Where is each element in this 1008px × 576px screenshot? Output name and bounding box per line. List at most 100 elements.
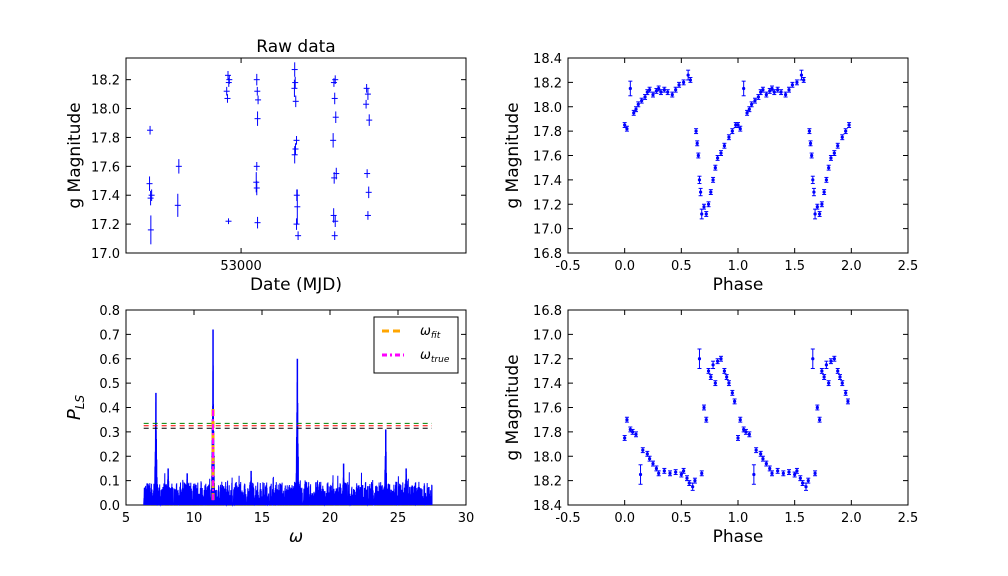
data-point: [656, 470, 661, 477]
data-point: [794, 79, 799, 86]
data-point: [706, 201, 711, 208]
y-tick-label: 0.5: [99, 377, 120, 392]
data-point: [794, 467, 799, 474]
data-point: [738, 416, 743, 423]
data-point: [843, 389, 848, 396]
x-tick-label: 20: [322, 511, 339, 526]
data-point: [787, 86, 791, 93]
y-tick-label: 17.2: [533, 198, 562, 213]
data-point: [764, 91, 769, 98]
data-point: [679, 471, 684, 478]
data-point: [697, 348, 702, 369]
data-point: [628, 426, 633, 433]
data-point: [722, 142, 727, 149]
x-tick-label: 10: [186, 511, 203, 526]
data-point: [365, 186, 372, 199]
data-point: [722, 368, 727, 374]
data-point: [292, 95, 299, 108]
data-point: [835, 142, 840, 149]
y-tick-label: 0.1: [99, 475, 120, 490]
data-point: [662, 467, 667, 474]
data-point: [772, 89, 777, 96]
data-point: [843, 128, 848, 135]
panel-3: 0.0 0.1 0.2 0.3 0.4 0.5 0.6 0.7 0.8 5 10 15 20 25 30 ω P…: [64, 304, 474, 547]
y-tick-label: 18.0: [91, 103, 120, 118]
data-point: [225, 218, 232, 225]
y-tick-label: 18.2: [91, 74, 120, 89]
data-point: [628, 80, 633, 97]
y-tick-label: 0.6: [99, 353, 120, 368]
data-point: [708, 374, 713, 380]
data-point: [845, 398, 850, 405]
data-point: [719, 355, 723, 362]
data-point: [702, 404, 706, 411]
data-point: [292, 76, 299, 89]
data-point: [686, 69, 691, 81]
data-point: [695, 140, 700, 147]
data-point: [730, 128, 735, 135]
data-point: [630, 428, 635, 435]
x-tick-label: -0.5: [555, 259, 580, 274]
data-point: [699, 470, 704, 477]
data-point: [651, 91, 655, 98]
data-point: [253, 172, 260, 193]
chart-title: Raw data: [256, 37, 335, 57]
data-point: [775, 467, 780, 474]
y-tick-label: 17.2: [91, 218, 120, 233]
x-tick-label: 0.5: [671, 259, 692, 274]
y-tick-label: 17.6: [533, 150, 562, 165]
data-point: [226, 75, 233, 84]
data-point: [291, 62, 298, 77]
data-point: [822, 189, 827, 195]
data-point: [624, 125, 629, 132]
data-point: [760, 86, 765, 93]
data-point: [662, 86, 667, 93]
data-point: [819, 201, 824, 208]
data-point: [294, 189, 301, 225]
data-point: [293, 136, 300, 145]
data-point: [719, 150, 723, 156]
y-axis-label: g Magnitude: [503, 354, 523, 460]
x-tick-label: 1.0: [728, 511, 749, 526]
data-point: [645, 450, 650, 457]
data-point: [291, 79, 298, 97]
data-point: [332, 111, 339, 123]
x-tick-label: 0.0: [614, 259, 635, 274]
y-tick-label: 17.6: [533, 402, 562, 417]
data-point: [775, 86, 780, 93]
data-point: [253, 180, 260, 196]
data-point: [708, 189, 713, 195]
data-point: [824, 360, 829, 369]
data-point: [813, 208, 818, 220]
data-point: [331, 231, 338, 240]
x-tick-label: 2.0: [841, 259, 862, 274]
y-tick-label: 0.8: [99, 304, 120, 319]
data-point: [799, 69, 804, 81]
data-point: [331, 92, 338, 105]
data-point: [704, 211, 709, 217]
data-point: [254, 111, 261, 126]
data-point: [826, 164, 831, 171]
x-tick-label: 5: [122, 511, 130, 526]
data-point: [738, 125, 743, 132]
data-point: [702, 203, 706, 210]
data-point: [815, 404, 820, 411]
data-point: [713, 164, 718, 171]
data-point: [647, 86, 652, 93]
x-axis-label: Phase: [713, 275, 764, 295]
y-tick-label: 0.3: [99, 426, 120, 441]
data-point: [804, 482, 808, 491]
panel-1: 17.0 17.2 17.4 17.6 17.8 18.0 18.2 53000 Raw dat…: [65, 37, 467, 295]
data-point: [783, 91, 788, 98]
data-point: [696, 152, 701, 159]
data-point: [638, 464, 643, 485]
data-point: [295, 231, 302, 240]
data-point: [800, 480, 805, 486]
data-point: [726, 380, 731, 387]
data-point: [697, 175, 702, 185]
data-point: [668, 470, 672, 477]
y-tick-label: 0.4: [99, 402, 120, 417]
data-point: [713, 380, 718, 387]
data-point: [770, 470, 774, 477]
legend-label: ωtrue: [420, 348, 450, 365]
